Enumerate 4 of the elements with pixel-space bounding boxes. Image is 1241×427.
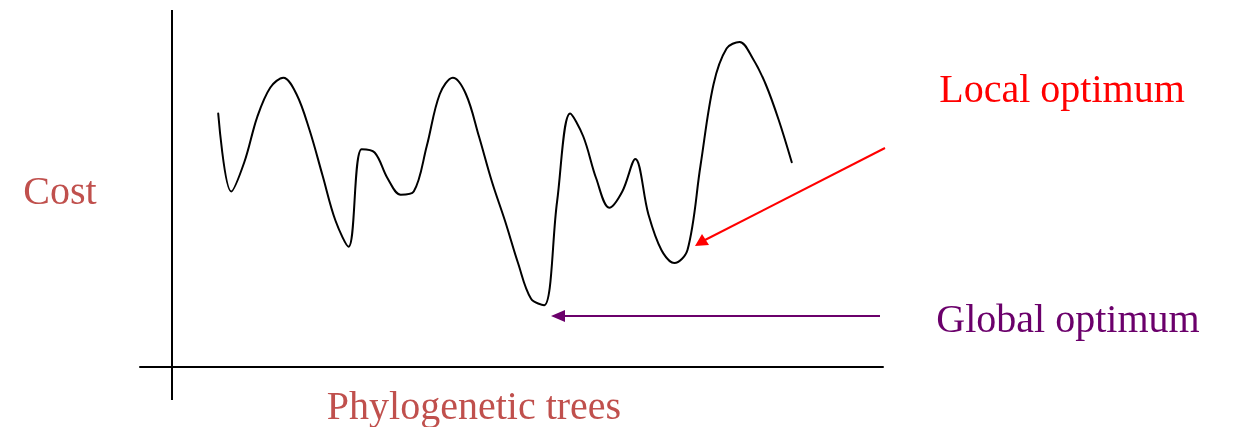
text: Global optimum <box>936 295 1200 341</box>
x-axis-title: Phylogenetic trees <box>326 382 622 427</box>
text: Local optimum <box>939 65 1185 111</box>
y-axis-title: Cost <box>23 167 97 213</box>
